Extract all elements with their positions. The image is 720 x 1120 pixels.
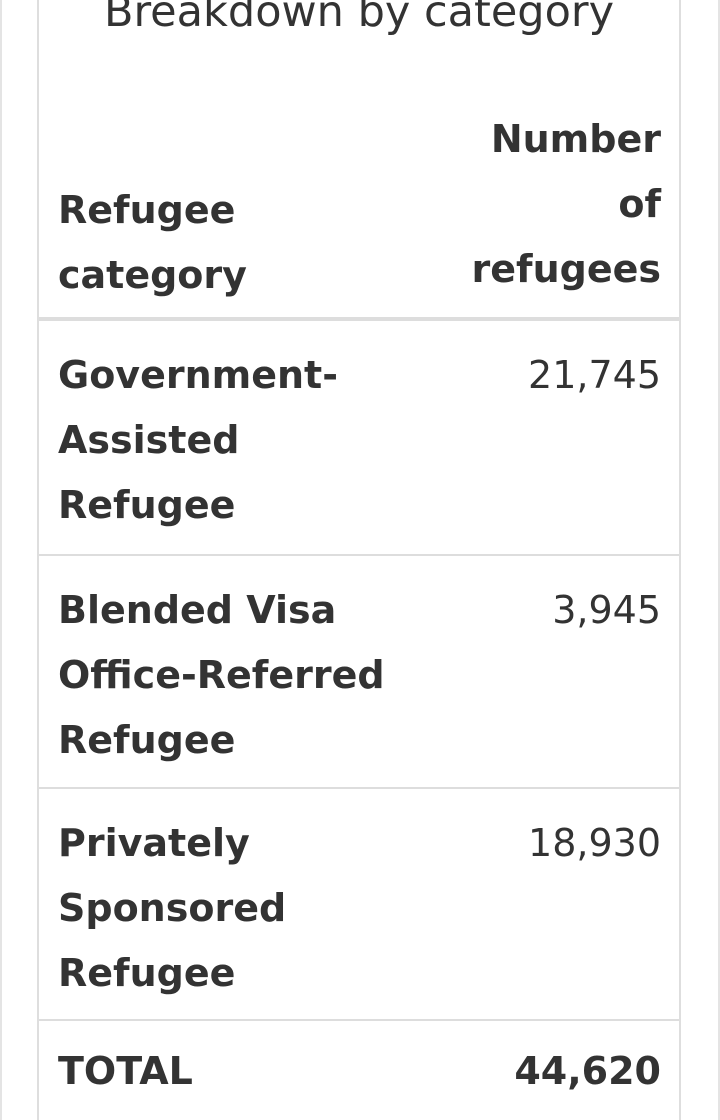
category-line: Refugee [58, 483, 236, 527]
total-label: TOTAL [58, 1049, 193, 1093]
category-line: Blended Visa [58, 588, 337, 632]
total-value: 44,620 [514, 1049, 661, 1093]
category-cell: Privately Sponsored Refugee [58, 811, 286, 1006]
table-row: Blended Visa Office-Referred Refugee 3,9… [39, 556, 679, 789]
header-category-line: category [58, 253, 247, 297]
header-number-line: of [618, 182, 661, 226]
refugee-count-cell: 3,945 [552, 588, 661, 632]
category-line: Refugee [58, 718, 236, 762]
table-row: Privately Sponsored Refugee 18,930 [39, 789, 679, 1021]
table-header-row: Refugee category Number of refugees [39, 105, 679, 321]
column-header-category: Refugee category [58, 178, 247, 308]
table-total-row: TOTAL 44,620 [39, 1021, 679, 1120]
category-cell: Government- Assisted Refugee [58, 343, 338, 538]
breakdown-table: Breakdown by category Refugee category N… [37, 0, 681, 1120]
category-line: Assisted [58, 418, 240, 462]
table-caption: Breakdown by category [103, 0, 615, 37]
header-number-line: Number [490, 117, 661, 161]
category-line: Government- [58, 353, 338, 397]
category-cell: Blended Visa Office-Referred Refugee [58, 578, 385, 773]
refugee-count-cell: 21,745 [528, 353, 661, 397]
page-left-border [0, 0, 2, 1120]
category-line: Privately [58, 821, 250, 865]
category-line: Office-Referred [58, 653, 385, 697]
refugee-count-cell: 18,930 [528, 821, 661, 865]
category-line: Refugee [58, 951, 236, 995]
table-row: Government- Assisted Refugee 21,745 [39, 321, 679, 556]
category-line: Sponsored [58, 886, 287, 930]
header-category-line: Refugee [58, 188, 236, 232]
column-header-number: Number of refugees [472, 107, 661, 302]
header-number-line: refugees [471, 247, 661, 291]
page-right-border [718, 0, 720, 1120]
